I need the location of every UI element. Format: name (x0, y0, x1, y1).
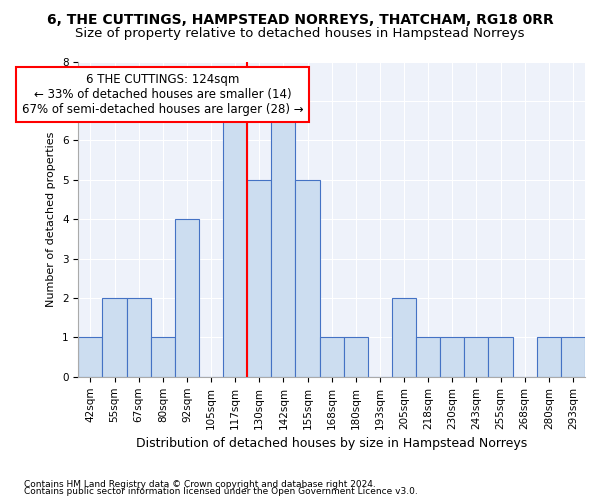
Bar (416, 338, 440, 377)
Text: 6 THE CUTTINGS: 124sqm
← 33% of detached houses are smaller (14)
67% of semi-det: 6 THE CUTTINGS: 124sqm ← 33% of detached… (22, 74, 304, 116)
Bar (223, 101, 247, 377)
Bar (295, 180, 320, 377)
Bar (151, 338, 175, 377)
Text: 6, THE CUTTINGS, HAMPSTEAD NORREYS, THATCHAM, RG18 0RR: 6, THE CUTTINGS, HAMPSTEAD NORREYS, THAT… (47, 12, 553, 26)
Bar (103, 298, 127, 377)
Text: Size of property relative to detached houses in Hampstead Norreys: Size of property relative to detached ho… (75, 28, 525, 40)
Bar (561, 338, 585, 377)
Y-axis label: Number of detached properties: Number of detached properties (46, 132, 56, 307)
Text: Contains HM Land Registry data © Crown copyright and database right 2024.: Contains HM Land Registry data © Crown c… (24, 480, 376, 489)
Text: Contains public sector information licensed under the Open Government Licence v3: Contains public sector information licen… (24, 487, 418, 496)
Bar (271, 101, 295, 377)
Bar (79, 338, 103, 377)
Bar (392, 298, 416, 377)
Bar (464, 338, 488, 377)
Bar (320, 338, 344, 377)
Bar (537, 338, 561, 377)
Bar (247, 180, 271, 377)
Bar (175, 219, 199, 377)
X-axis label: Distribution of detached houses by size in Hampstead Norreys: Distribution of detached houses by size … (136, 437, 527, 450)
Bar (127, 298, 151, 377)
Bar (344, 338, 368, 377)
Bar (440, 338, 464, 377)
Bar (488, 338, 512, 377)
